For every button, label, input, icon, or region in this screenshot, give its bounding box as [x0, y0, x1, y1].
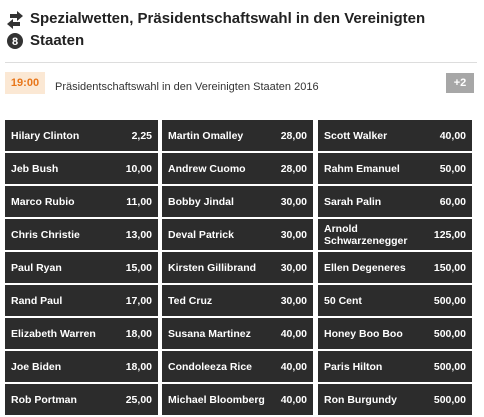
odds-value: 11,00	[126, 195, 152, 208]
odds-value: 500,00	[433, 327, 466, 340]
title: Spezialwetten, Präsidentschaftswahl in d…	[30, 10, 426, 49]
odds-button[interactable]: Rahm Emanuel 50,00	[318, 153, 472, 184]
odds-value: 40,00	[280, 393, 307, 406]
odds-value: 30,00	[280, 261, 307, 274]
odds-value: 28,00	[280, 162, 307, 175]
selection-name: Marco Rubio	[11, 195, 75, 208]
odds-button[interactable]: Elizabeth Warren 18,00	[5, 318, 158, 349]
odds-value: 60,00	[439, 195, 466, 208]
selection-name: Paul Ryan	[11, 261, 62, 274]
selection-name: Ellen Degeneres	[324, 261, 406, 274]
odds-value: 150,00	[433, 261, 466, 274]
icons: 8	[7, 11, 23, 49]
selection-name: Rahm Emanuel	[324, 162, 400, 175]
selection-name: Scott Walker	[324, 129, 388, 142]
odds-value: 500,00	[433, 393, 466, 406]
selection-name: Joe Biden	[11, 360, 62, 373]
event-name[interactable]: Präsidentschaftswahl in den Vereinigten …	[55, 81, 319, 93]
odds-value: 50,00	[439, 162, 466, 175]
odds-value: 500,00	[433, 360, 466, 373]
odds-button[interactable]: Rand Paul 17,00	[5, 285, 158, 316]
odds-value: 10,00	[125, 162, 152, 175]
odds-button[interactable]: Chris Christie 13,00	[5, 219, 158, 250]
odds-value: 25,00	[125, 393, 152, 406]
selection-name: 50 Cent	[324, 294, 362, 307]
odds-button[interactable]: Ted Cruz 30,00	[162, 285, 313, 316]
odds-button[interactable]: Joe Biden 18,00	[5, 351, 158, 382]
odds-button[interactable]: 50 Cent 500,00	[318, 285, 472, 316]
odds-value: 125,00	[433, 228, 466, 241]
selection-name: Michael Bloomberg	[168, 393, 265, 406]
odds-button[interactable]: Ron Burgundy 500,00	[318, 384, 472, 415]
odds-value: 40,00	[280, 360, 307, 373]
selection-name: Susana Martinez	[168, 327, 251, 340]
odds-value: 30,00	[280, 228, 307, 241]
odds-button[interactable]: Michael Bloomberg 40,00	[162, 384, 313, 415]
separator	[5, 62, 477, 63]
selection-name: Rob Portman	[11, 393, 77, 406]
odds-button[interactable]: Andrew Cuomo 28,00	[162, 153, 313, 184]
odds-button[interactable]: Jeb Bush 10,00	[5, 153, 158, 184]
odds-button[interactable]: Arnold Schwarzenegger 125,00	[318, 219, 472, 250]
odds-value: 17,00	[125, 294, 152, 307]
selection-name: Jeb Bush	[11, 162, 59, 175]
selection-name: Arnold Schwarzenegger	[324, 222, 408, 247]
odds-button[interactable]: Scott Walker 40,00	[318, 120, 472, 151]
selection-name: Paris Hilton	[324, 360, 383, 373]
odds-value: 500,00	[433, 294, 466, 307]
odds-value: 2,25	[131, 129, 152, 142]
odds-button[interactable]: Martin Omalley 28,00	[162, 120, 313, 151]
svg-text:8: 8	[12, 36, 18, 48]
odds-value: 18,00	[125, 360, 152, 373]
selection-name: Andrew Cuomo	[168, 162, 246, 175]
odds-button[interactable]: Honey Boo Boo 500,00	[318, 318, 472, 349]
odds-button[interactable]: Condoleeza Rice 40,00	[162, 351, 313, 382]
selection-name: Sarah Palin	[324, 195, 382, 208]
selection-name: Ron Burgundy	[324, 393, 397, 406]
selection-name: Martin Omalley	[168, 129, 244, 142]
odds-button[interactable]: Susana Martinez 40,00	[162, 318, 313, 349]
selection-name: Ted Cruz	[168, 294, 213, 307]
odds-value: 30,00	[280, 195, 307, 208]
selection-name: Hilary Clinton	[11, 129, 80, 142]
selection-name: Bobby Jindal	[168, 195, 234, 208]
selection-name: Elizabeth Warren	[11, 327, 96, 340]
odds-value: 13,00	[125, 228, 152, 241]
odds-button[interactable]: Hilary Clinton 2,25	[5, 120, 158, 151]
odds-value: 30,00	[280, 294, 307, 307]
selection-name: Rand Paul	[11, 294, 63, 307]
odds-button[interactable]: Sarah Palin 60,00	[318, 186, 472, 217]
odds-button[interactable]: Bobby Jindal 30,00	[162, 186, 313, 217]
more-markets[interactable]: +2	[446, 73, 474, 93]
odds-value: 18,00	[125, 327, 152, 340]
odds-value: 28,00	[280, 129, 307, 142]
odds-value: 15,00	[125, 261, 152, 274]
odds-button[interactable]: Paris Hilton 500,00	[318, 351, 472, 382]
selection-name: Kirsten Gillibrand	[168, 261, 257, 274]
odds-value: 40,00	[439, 129, 466, 142]
odds-button[interactable]: Ellen Degeneres 150,00	[318, 252, 472, 283]
odds-button[interactable]: Kirsten Gillibrand 30,00	[162, 252, 313, 283]
selection-name: Condoleeza Rice	[168, 360, 253, 373]
selection-name: Honey Boo Boo	[324, 327, 403, 340]
odds-button[interactable]: Rob Portman 25,00	[5, 384, 158, 415]
event-time: 19:00	[5, 72, 45, 94]
odds-value: 40,00	[280, 327, 307, 340]
odds-button[interactable]: Marco Rubio 11,00	[5, 186, 158, 217]
odds-button[interactable]: Deval Patrick 30,00	[162, 219, 313, 250]
odds-button[interactable]: Paul Ryan 15,00	[5, 252, 158, 283]
selection-name: Deval Patrick	[168, 228, 234, 241]
selection-name: Chris Christie	[11, 228, 80, 241]
